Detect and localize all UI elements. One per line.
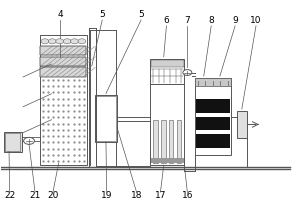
Text: 9: 9 [232, 16, 238, 25]
Bar [196, 117, 230, 130]
Bar [40, 35, 87, 165]
Bar [195, 78, 231, 155]
Bar [177, 120, 182, 163]
Circle shape [70, 39, 78, 44]
Bar [161, 120, 166, 163]
Text: 10: 10 [250, 16, 262, 25]
Bar [237, 111, 247, 138]
Bar [40, 46, 86, 55]
Text: 21: 21 [29, 191, 41, 200]
Bar [151, 158, 184, 163]
Circle shape [56, 39, 64, 44]
Text: 5: 5 [99, 10, 105, 19]
Text: 5: 5 [138, 10, 144, 19]
Bar [153, 120, 158, 163]
Text: 19: 19 [101, 191, 112, 200]
Circle shape [78, 39, 86, 44]
Text: 4: 4 [58, 10, 63, 19]
Text: 18: 18 [131, 191, 142, 200]
Bar [151, 60, 184, 67]
Bar [195, 78, 231, 86]
Text: 22: 22 [4, 191, 15, 200]
Bar [40, 67, 86, 77]
Circle shape [24, 137, 34, 144]
Text: 8: 8 [208, 16, 214, 25]
Bar [196, 99, 230, 113]
Bar [40, 67, 86, 77]
Circle shape [63, 39, 71, 44]
Bar [5, 133, 20, 151]
Text: 16: 16 [182, 191, 193, 200]
Bar [96, 96, 116, 141]
Bar [4, 132, 22, 152]
Bar [196, 134, 230, 148]
Text: 6: 6 [164, 16, 169, 25]
Text: 20: 20 [47, 191, 58, 200]
Bar [150, 59, 184, 84]
Text: 7: 7 [184, 16, 190, 25]
Circle shape [41, 39, 49, 44]
Bar [169, 120, 173, 163]
Bar [150, 84, 184, 165]
Bar [95, 95, 117, 142]
Circle shape [183, 70, 192, 75]
Circle shape [48, 39, 56, 44]
Text: 17: 17 [155, 191, 166, 200]
Bar [40, 46, 86, 55]
Bar [40, 57, 86, 66]
Bar [40, 57, 86, 66]
